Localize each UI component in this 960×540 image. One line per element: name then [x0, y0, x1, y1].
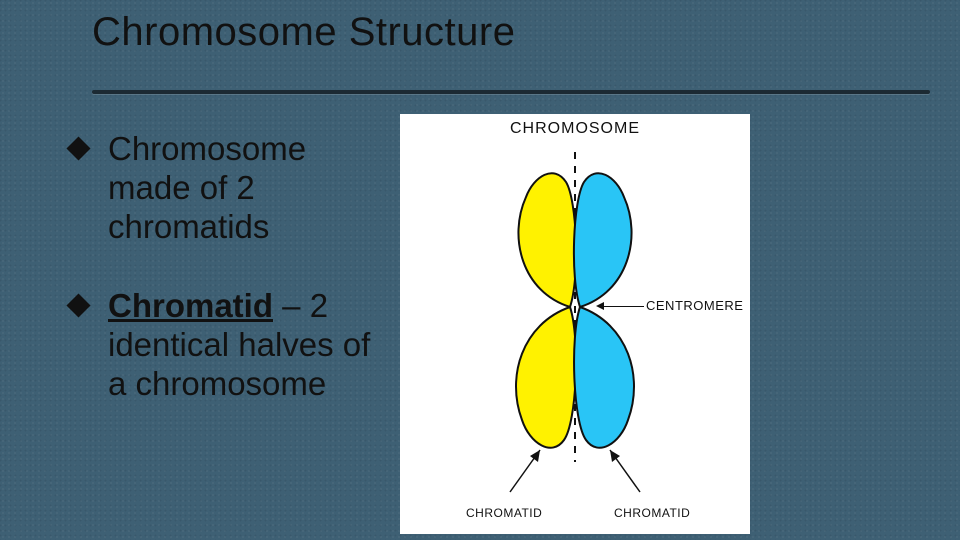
arrow-left-icon — [596, 302, 604, 310]
right-chromatid-top — [574, 173, 632, 307]
diamond-icon — [66, 136, 90, 160]
centromere-leader — [600, 306, 644, 307]
left-chromatid-bottom — [516, 307, 576, 448]
bullet-term: Chromatid — [108, 287, 273, 324]
bullet-list: Chromosome made of 2 chromatids Chromati… — [70, 130, 390, 444]
bullet-item: Chromosome made of 2 chromatids — [70, 130, 390, 247]
bullet-item: Chromatid – 2 identical halves of a chro… — [70, 287, 390, 404]
left-chromatid-top — [518, 173, 576, 307]
diamond-icon — [66, 293, 90, 317]
chromatid-label-left: CHROMATID — [466, 506, 542, 520]
right-chromatid-bottom — [574, 307, 634, 448]
figure-title: CHROMOSOME — [400, 120, 750, 138]
chromosome-svg — [430, 142, 720, 502]
chromosome-figure: CHROMOSOME CENTROMERE CHROMATID CHROMATI… — [400, 114, 750, 534]
title-divider — [92, 90, 930, 94]
page-title: Chromosome Structure — [92, 10, 515, 55]
arrow-right-head — [610, 450, 620, 462]
centromere-label: CENTROMERE — [646, 298, 743, 313]
slide: Chromosome Structure Chromosome made of … — [0, 0, 960, 540]
arrow-left-head — [530, 450, 540, 462]
bullet-text: Chromosome made of 2 chromatids — [108, 130, 306, 245]
chromatid-label-right: CHROMATID — [614, 506, 690, 520]
